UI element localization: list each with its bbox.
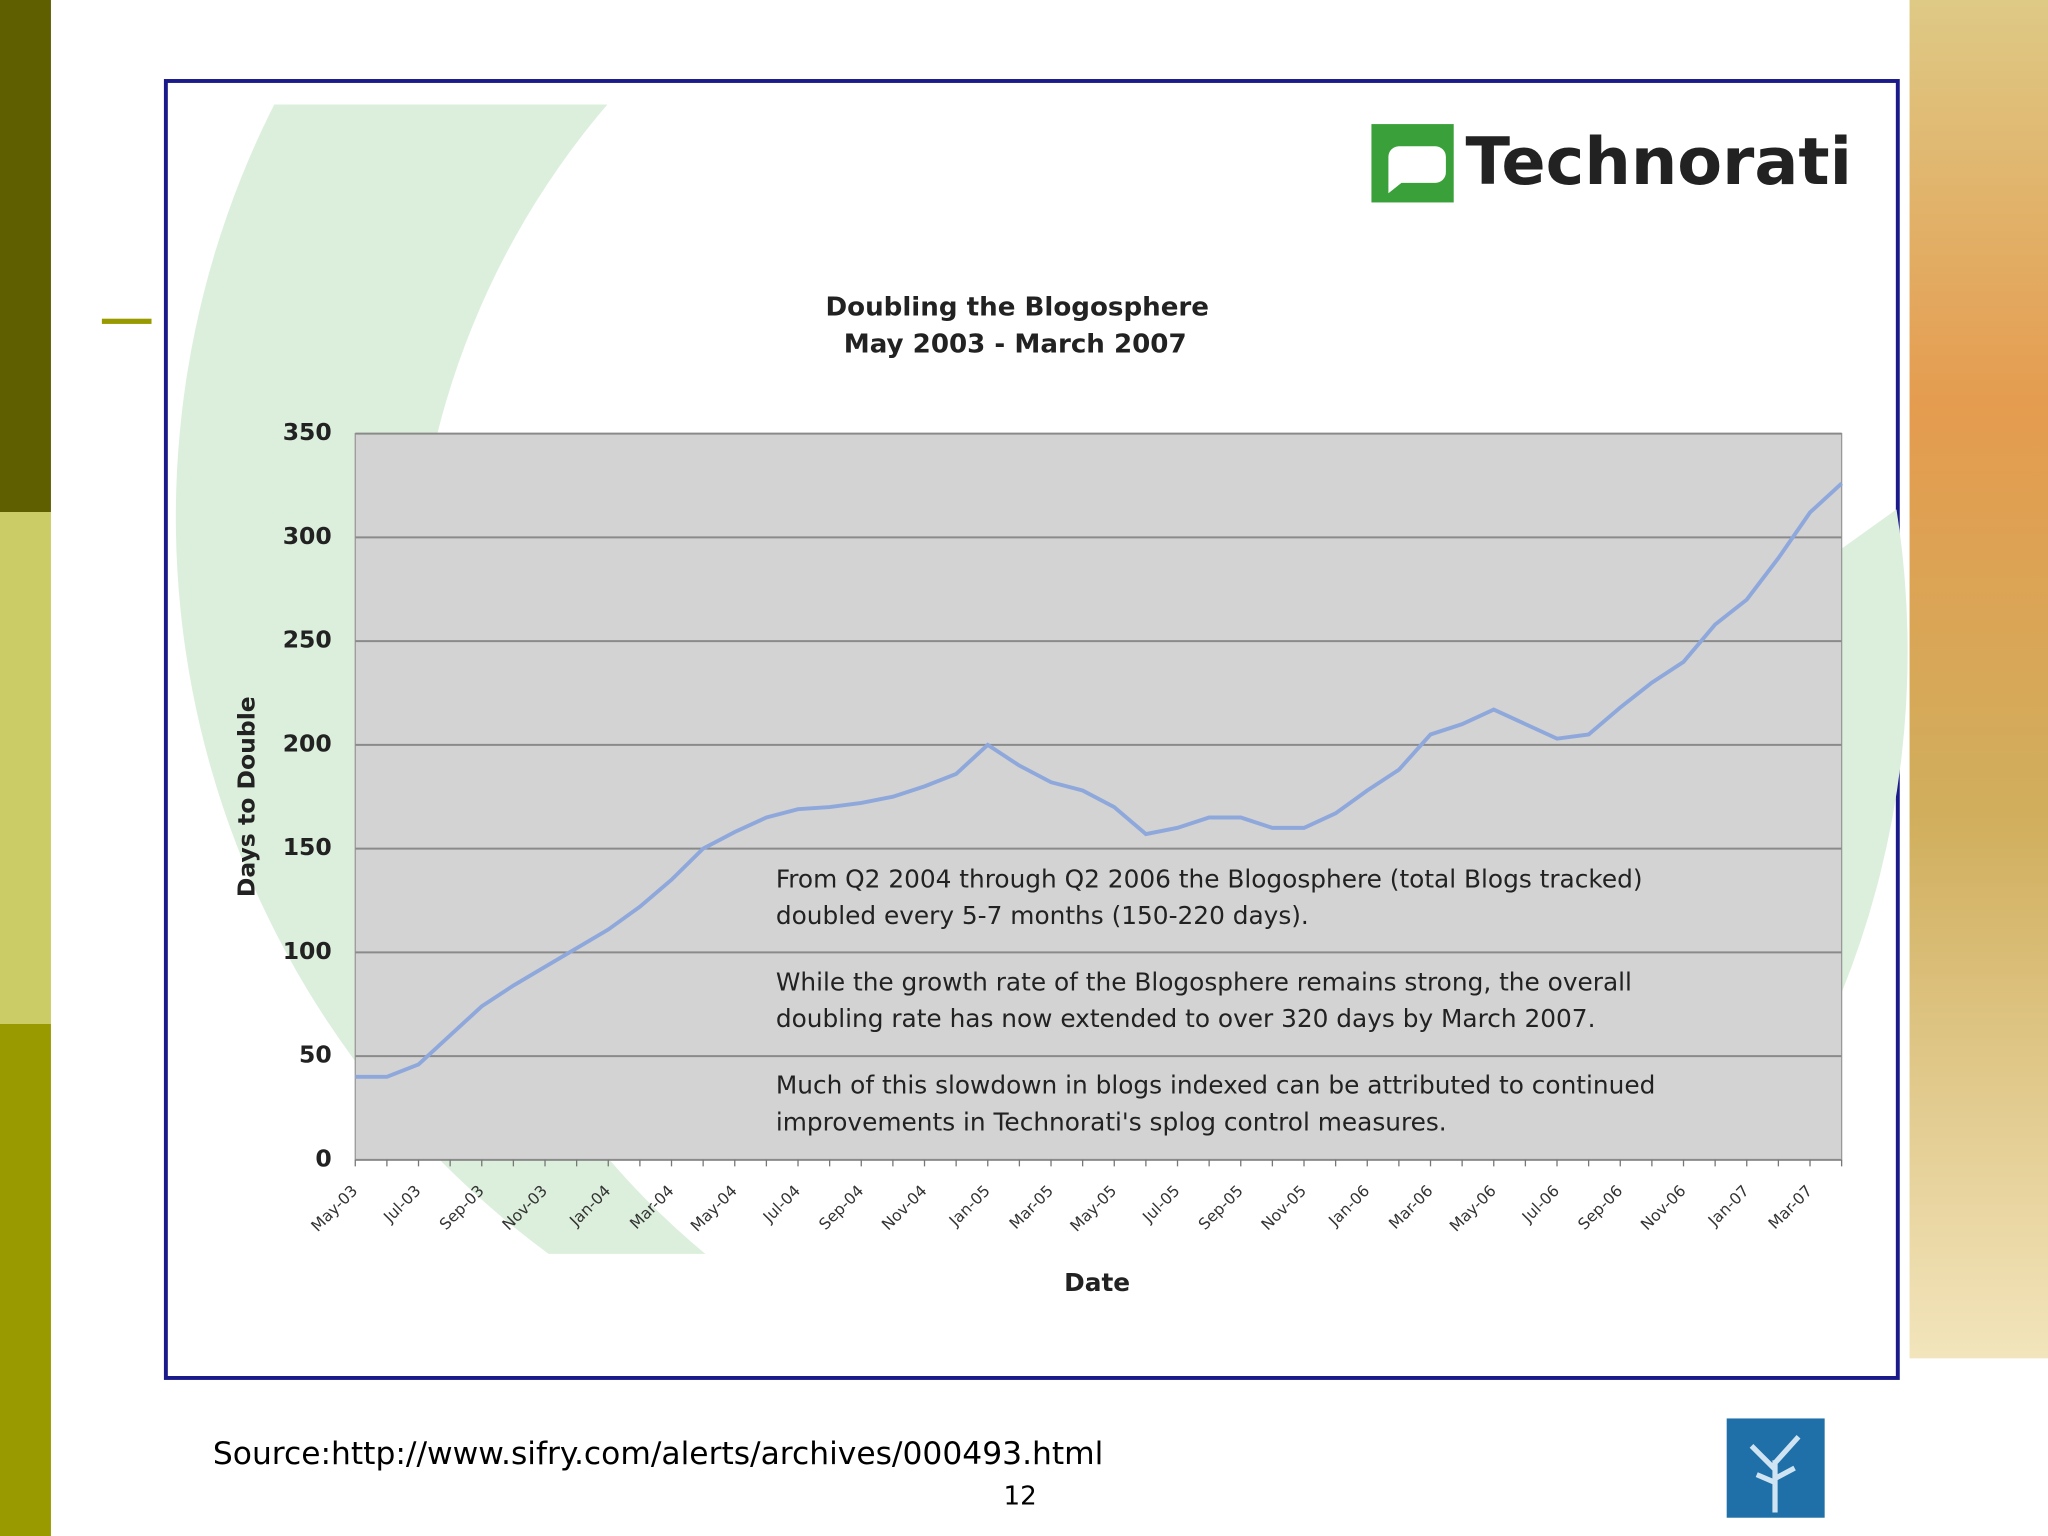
y-tick-label: 250 <box>283 626 332 654</box>
data-line <box>355 481 1843 1079</box>
side-bar <box>0 512 51 1024</box>
y-tick-label: 300 <box>283 522 332 550</box>
annotation: From Q2 2004 through Q2 2006 the Blogosp… <box>776 864 1643 893</box>
chart-title: Doubling the Blogosphere <box>825 293 1209 323</box>
accent-line <box>101 318 152 324</box>
annotation: doubled every 5-7 months (150-220 days). <box>776 901 1309 930</box>
y-tick-label: 50 <box>299 1041 332 1069</box>
annotation: doubling rate has now extended to over 3… <box>776 1004 1596 1033</box>
y-tick-label: 200 <box>283 729 332 757</box>
y-axis-label: Days to Double <box>233 696 261 897</box>
annotation: improvements in Technorati's splog contr… <box>776 1107 1447 1136</box>
side-bar <box>0 1024 51 1536</box>
annotation: While the growth rate of the Blogosphere… <box>776 968 1632 997</box>
chart-subtitle: May 2003 - March 2007 <box>844 329 1187 359</box>
y-tick-label: 0 <box>315 1144 331 1172</box>
y-tick-label: 150 <box>283 833 332 861</box>
y-tick-label: 350 <box>283 418 332 446</box>
logo-text: Technorati <box>1465 124 1852 200</box>
annotation: Much of this slowdown in blogs indexed c… <box>776 1071 1656 1100</box>
logo-bubble <box>1388 146 1446 194</box>
x-axis-label: Date <box>1064 1268 1130 1297</box>
footer-logo-tree <box>1749 1434 1801 1513</box>
y-tick-label: 100 <box>283 937 332 965</box>
side-bar <box>0 0 51 512</box>
source: Source:http://www.sifry.com/alerts/archi… <box>213 1436 1104 1472</box>
page-number: 12 <box>1003 1481 1036 1511</box>
background-swoosh <box>175 104 706 1254</box>
leaf-decoration <box>1909 0 2048 1359</box>
background-swoosh <box>1841 509 1908 993</box>
